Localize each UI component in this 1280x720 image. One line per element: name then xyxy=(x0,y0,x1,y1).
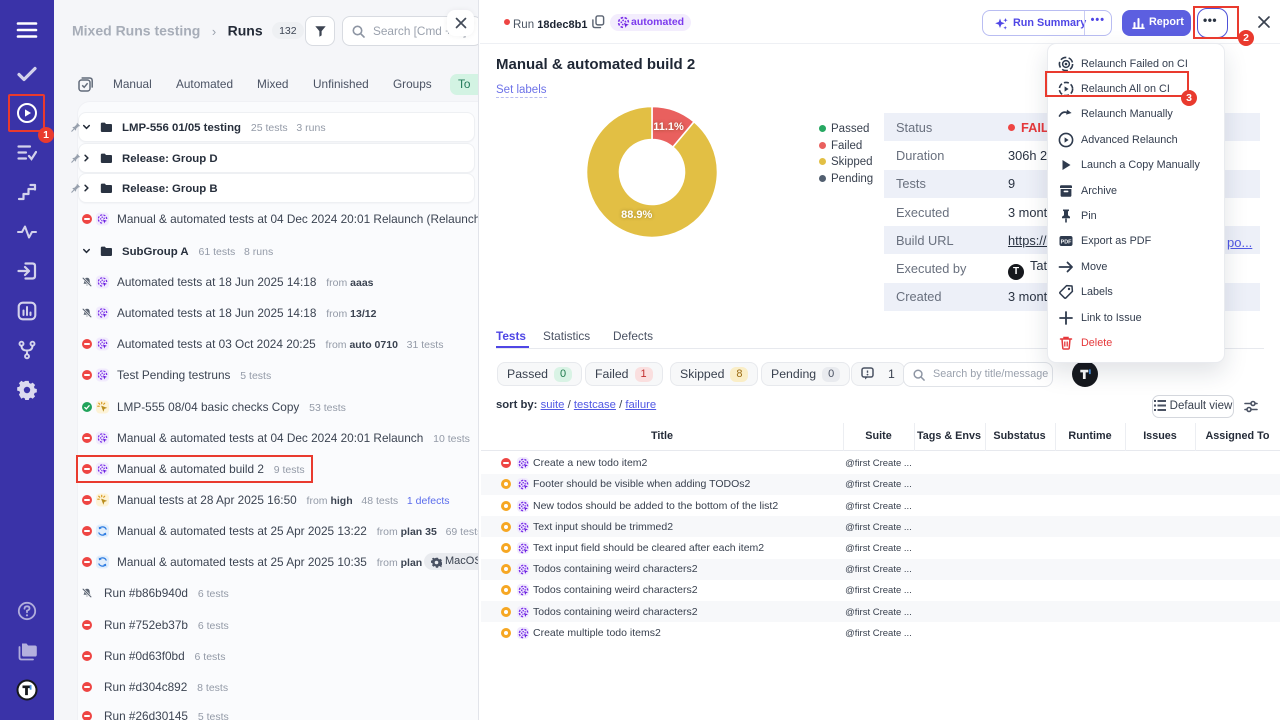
svg-text:88.9%: 88.9% xyxy=(621,209,652,221)
svg-text:11.1%: 11.1% xyxy=(653,121,684,133)
svg-text:PDF: PDF xyxy=(1061,240,1072,246)
